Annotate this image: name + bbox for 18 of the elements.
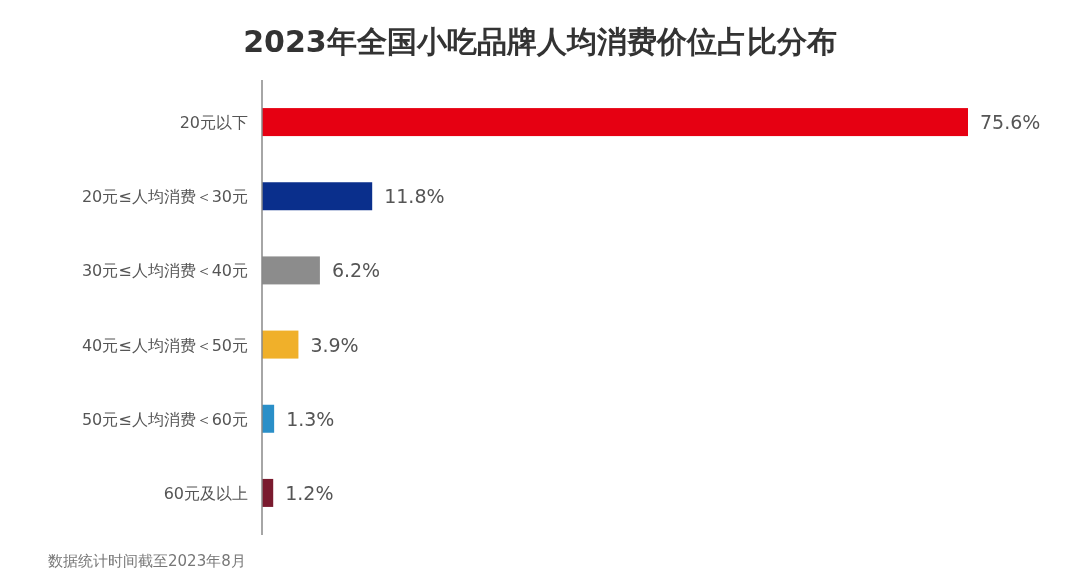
bar [262,404,275,433]
chart-title: 2023年全国小吃品牌人均消费价位占比分布 [243,24,837,59]
data-label: 6.2% [331,259,381,282]
bar [262,108,968,137]
y-tick-label: 60元及以上 [163,483,248,503]
y-tick-label: 20元以下 [179,113,248,133]
data-label: 1.3% [286,407,335,430]
data-label: 11.8% [384,185,445,208]
data-label: 75.6% [980,111,1041,134]
data-label: 3.9% [310,333,359,356]
bar [262,330,299,359]
y-tick-label: 50元≤人均消费＜60元 [81,409,248,429]
y-tick-label: 20元≤人均消费＜30元 [81,187,248,207]
y-tick-label: 40元≤人均消费＜50元 [81,335,248,355]
data-label: 1.2% [285,481,334,504]
y-tick-label: 30元≤人均消费＜40元 [81,261,248,281]
text: 数据统计时间截至2023年8月 [48,552,246,570]
bar [262,182,373,211]
